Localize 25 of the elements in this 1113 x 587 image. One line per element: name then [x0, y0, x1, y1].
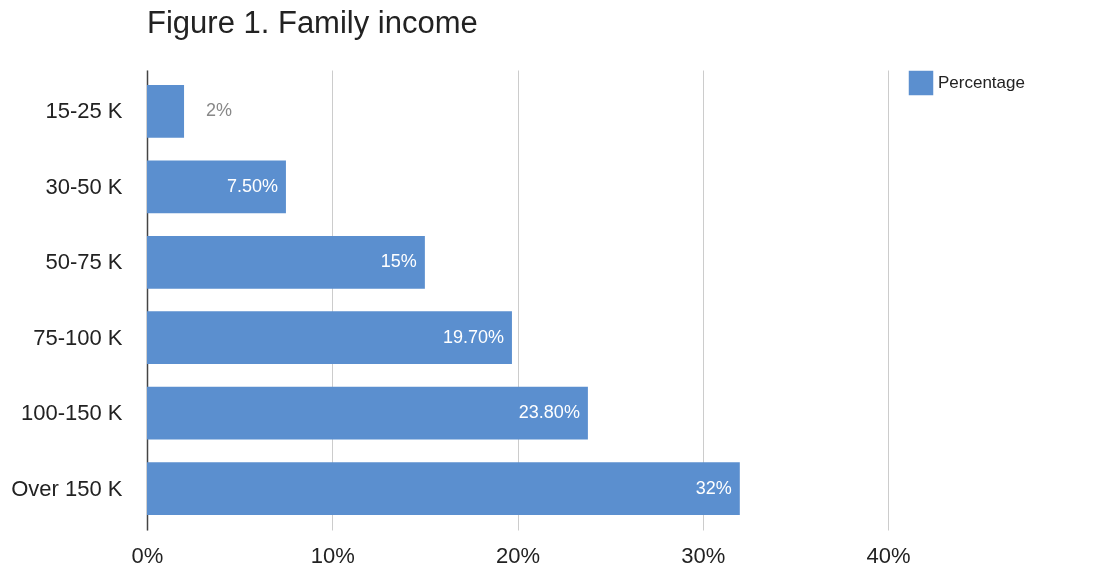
bar	[147, 311, 512, 365]
data-label: 7.50%	[226, 175, 278, 196]
x-tick-label: 20%	[495, 542, 541, 568]
y-tick-label: 30-50 K	[45, 173, 123, 199]
chart-title: Figure 1. Family income	[147, 5, 478, 40]
y-tick-label: Over 150 K	[11, 475, 123, 501]
legend-label: Percentage	[938, 73, 1025, 92]
data-label: 19.70%	[442, 326, 504, 347]
bar	[147, 386, 588, 440]
data-label: 2%	[206, 100, 233, 121]
y-tick-label: 50-75 K	[45, 249, 123, 275]
y-tick-label: 15-25 K	[45, 98, 123, 124]
data-label: 23.80%	[518, 402, 580, 423]
data-label: 15%	[380, 251, 417, 272]
x-tick-label: 10%	[310, 542, 355, 568]
x-tick-label: 30%	[681, 542, 726, 568]
x-tick-label: 40%	[866, 542, 911, 568]
x-tick-label: 0%	[131, 542, 164, 568]
y-tick-label: 100-150 K	[20, 400, 123, 426]
bar	[147, 160, 286, 214]
bar	[147, 462, 740, 515]
bar	[147, 235, 425, 289]
data-label: 32%	[695, 477, 732, 498]
y-tick-label: 75-100 K	[33, 324, 123, 350]
bar	[147, 85, 185, 138]
